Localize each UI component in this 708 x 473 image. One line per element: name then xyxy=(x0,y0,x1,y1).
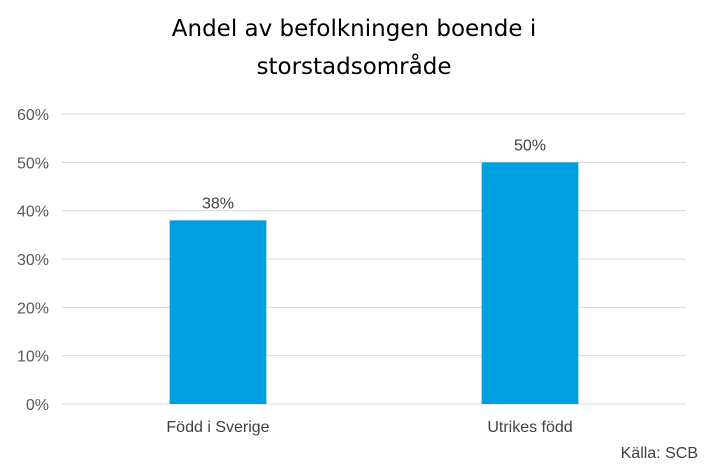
y-tick-label: 50% xyxy=(17,155,49,172)
bar xyxy=(481,162,579,404)
chart-title: Andel av befolkningen boende i storstads… xyxy=(0,10,708,86)
y-tick-label: 30% xyxy=(17,252,49,269)
y-tick-label: 40% xyxy=(17,204,49,221)
source-note: Källa: SCB xyxy=(620,445,698,462)
chart-title-line-2: storstadsområde xyxy=(256,54,452,80)
data-label: 50% xyxy=(514,137,546,154)
data-label: 38% xyxy=(202,195,234,212)
chart-title-line-1: Andel av befolkningen boende i xyxy=(171,16,537,42)
x-tick-label: Född i Sverige xyxy=(166,419,269,436)
y-tick-label: 60% xyxy=(17,107,49,124)
x-tick-label: Utrikes född xyxy=(487,419,572,436)
y-tick-label: 0% xyxy=(26,397,49,414)
bar xyxy=(169,220,267,404)
y-tick-label: 10% xyxy=(17,349,49,366)
y-tick-label: 20% xyxy=(17,300,49,317)
